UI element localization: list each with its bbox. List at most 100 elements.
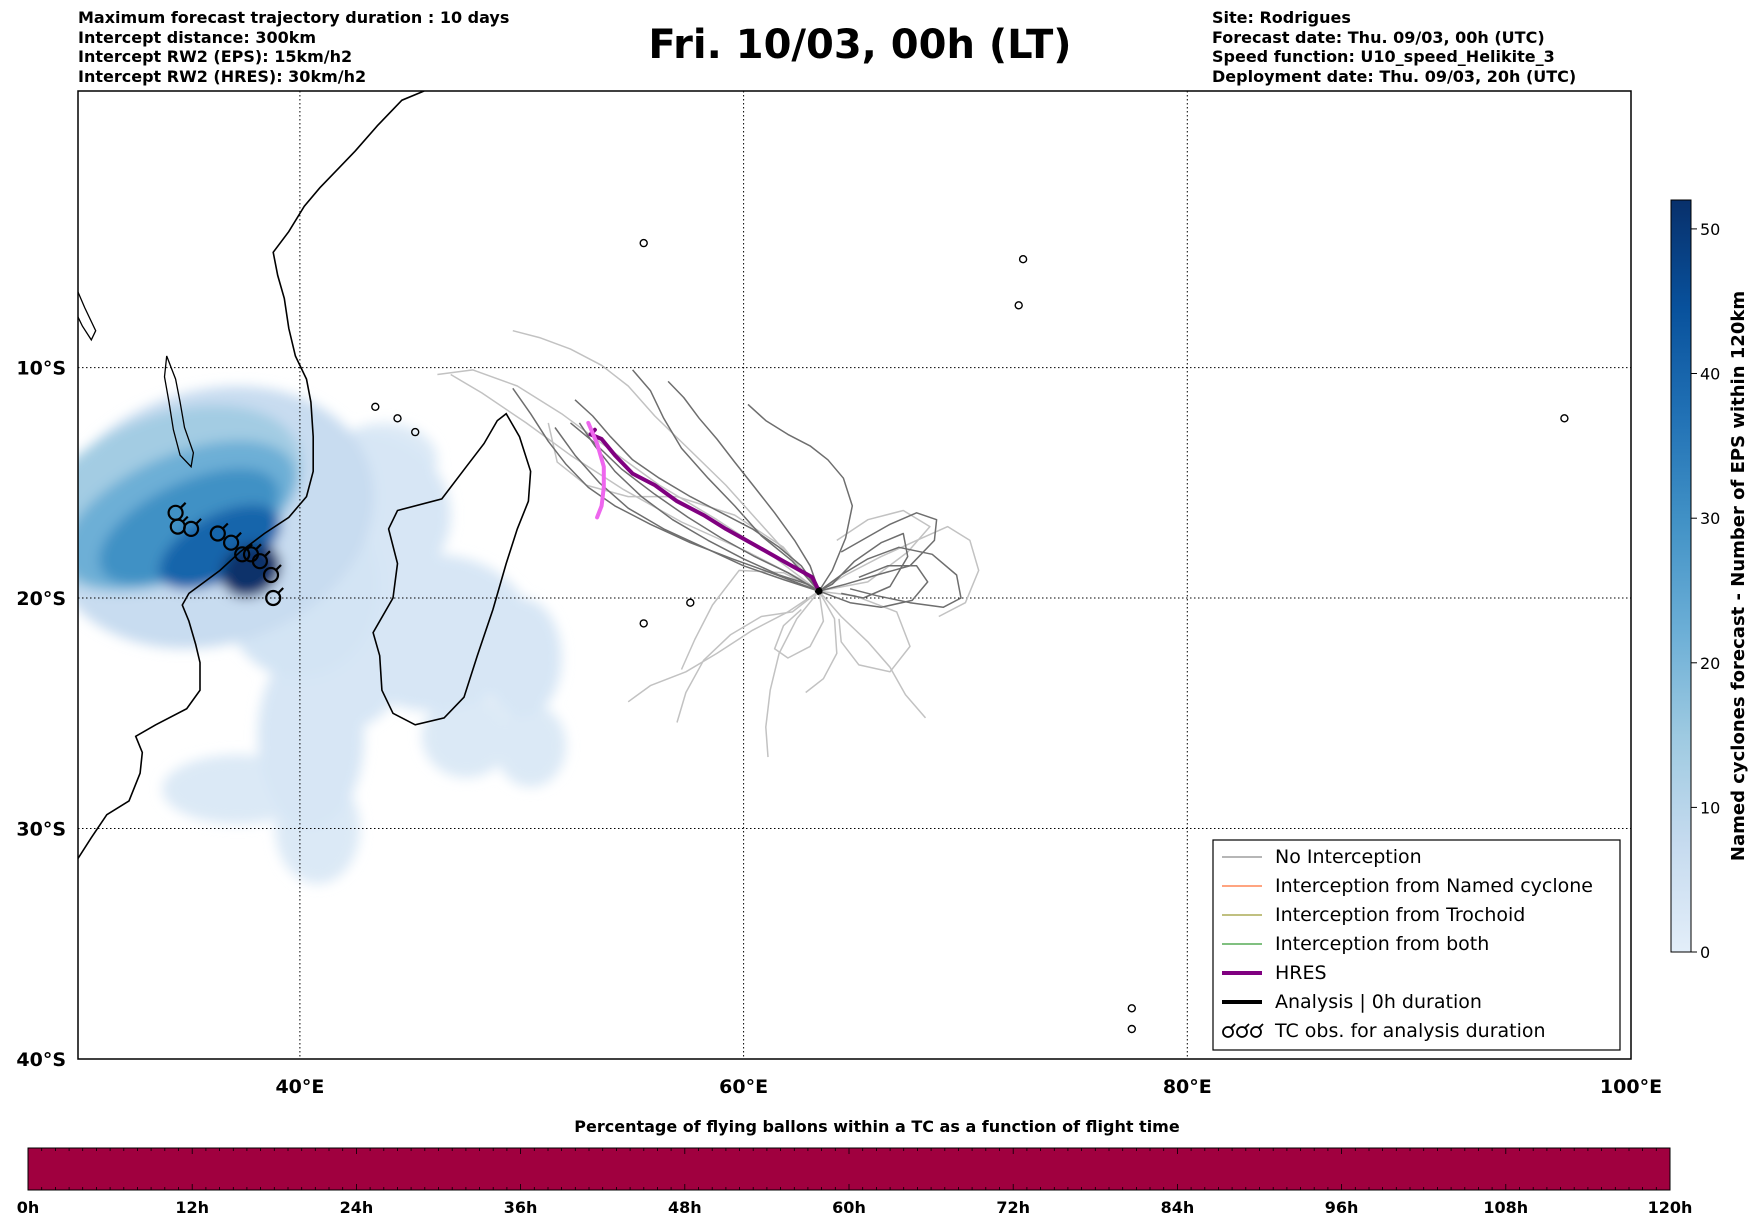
tc-obs-symbol [209,522,229,542]
tc-obs-ring [183,520,200,538]
time-bar-tick-label: 48h [668,1198,702,1217]
eps-trajectory-light [818,590,911,673]
island-coastline [1014,301,1023,310]
forecast-settings: Maximum forecast trajectory duration : 1… [78,8,509,86]
tc-obs-ring [262,566,280,584]
no-interception-tracks [512,369,962,609]
main-title: Fri. 10/03, 00h (LT) [648,22,1072,68]
eps-trajectory [818,512,938,592]
max-duration-text: Maximum forecast trajectory duration : 1… [78,8,510,27]
launch-site-marker [815,587,823,595]
colorbar-tick-label: 10 [1700,798,1720,817]
legend-tc-tail [1244,1023,1250,1029]
island-coastline [639,619,648,628]
density-patch [495,704,567,788]
island-coastline [393,414,402,423]
eps-trajectory [747,403,854,592]
intercept-distance-text: Intercept distance: 300km [78,27,317,47]
forecast-date-text: Forecast date: Thu. 09/03, 00h (UTC) [1212,27,1545,47]
eps-trajectory [578,422,820,592]
tc-obs-tail [179,502,187,509]
latitude-tick-label: 20°S [16,588,66,610]
eps-trajectory-light [765,590,820,758]
tc-obs-symbol [262,564,282,584]
colorbar-tick-label: 50 [1700,220,1720,239]
tc-obs-tail [195,518,202,525]
legend-label: Analysis | 0h duration [1275,991,1482,1013]
tc-obs-tail [255,543,262,551]
eps-trajectory [818,546,962,609]
time-bar-tick-label: 84h [1161,1198,1195,1217]
eps-trajectory-light [676,590,820,723]
analysis-trajectory [586,420,606,520]
legend-tc-ring [1236,1026,1248,1038]
density-patch [421,694,511,778]
legend-label: TC obs. for analysis duration [1274,1020,1546,1042]
speed-function-text: Speed function: U10_speed_Helikite_3 [1212,47,1555,66]
legend-tc-tail [1230,1023,1236,1029]
map-gridlines [78,91,1631,1059]
eps-trajectory-light [680,569,820,670]
tc-observations [167,502,284,607]
site-text: Site: Rodrigues [1212,8,1351,27]
lake-coastline [163,355,195,469]
time-bar-tick-label: 60h [832,1198,866,1217]
tc-obs-ring [234,546,251,563]
island-coastline [411,427,420,437]
map-area [78,91,1631,1059]
time-bar-tick-label: 96h [1325,1198,1359,1217]
eps-trajectory-light [818,509,931,592]
longitude-labels: 40°E 60°E 80°E 100°E [275,1076,1662,1098]
tc-obs-symbol [183,518,202,538]
latitude-tick-label: 30°S [16,819,66,841]
tc-obs-symbol [223,531,242,551]
colorbar: 0 10 20 30 40 50 Named cyclones forecast - Nu… [1670,199,1749,962]
hres-trajectory [588,427,821,594]
colorbar-tick-label: 40 [1700,365,1720,384]
analysis-track [586,420,606,520]
eps-trajectory [512,387,820,592]
intercept-eps-text: Intercept RW2 (EPS): 15km/h2 [78,47,353,66]
lake-coastline [78,290,97,342]
eps-trajectory-light [547,422,820,592]
density-patch [159,504,281,590]
density-patch [257,644,365,829]
longitude-tick-label: 60°E [719,1076,768,1098]
coastlines [78,91,1569,1034]
density-patch [481,598,562,718]
latitude-tick-label: 10°S [16,358,66,380]
tc-obs-symbol [265,587,284,607]
time-bar-tick-label: 72h [996,1198,1030,1217]
intercept-hres-text: Intercept RW2 (HRES): 30km/h2 [78,66,367,86]
hres-track [588,427,821,594]
tc-obs-symbol [251,550,271,570]
tc-obs-ring [265,589,282,607]
island-coastline [686,598,695,607]
island-coastline [639,238,648,248]
eps-trajectory [570,422,820,592]
time-bar: 0h 12h 24h 36h 48h 60h 72h 84h 96h 108h 120h [17,1147,1692,1217]
island-coastline [1127,1004,1137,1013]
time-bar-fill [27,1147,1671,1191]
eps-trajectory [818,532,909,599]
legend-label: Interception from Trochoid [1275,904,1525,926]
legend-label: HRES [1275,962,1327,984]
legend-label: No Interception [1275,846,1422,868]
colorbar-scale [1670,199,1692,953]
eps-trajectory [574,399,820,592]
site-info: Site: Rodrigues Forecast date: Thu. 09/0… [1212,8,1576,86]
eps-trajectory-light [818,525,980,618]
time-bar-tick-label: 0h [17,1198,40,1217]
tc-obs-ring [251,553,268,570]
eps-trajectory-light [773,590,825,659]
colorbar-label: Named cyclones forecast - Number of EPS … [1728,291,1749,861]
time-bar-tick-label: 24h [340,1198,374,1217]
island-coastline [1560,414,1569,423]
launch-site [815,587,823,595]
cyclone-density-layer [78,386,567,884]
longitude-tick-label: 40°E [275,1076,324,1098]
colorbar-tick-label: 0 [1700,943,1710,962]
eps-trajectory [554,427,820,592]
africa-coastline [78,91,425,859]
